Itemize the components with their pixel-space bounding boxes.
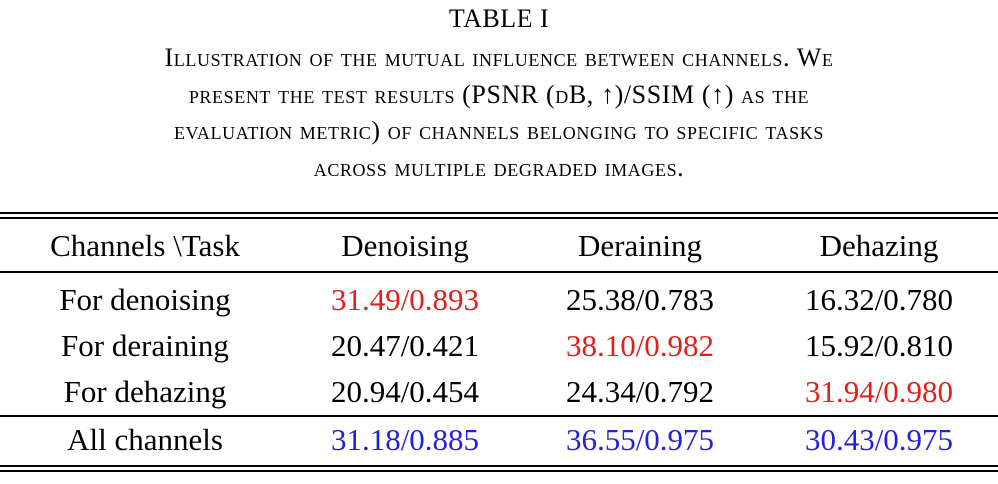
top-rule-inner xyxy=(0,217,998,219)
summary-row: All channels 31.18/0.885 36.55/0.975 30.… xyxy=(0,415,998,465)
table-cell: 20.47/0.421 xyxy=(330,328,480,363)
table-caption: Illustration of the mutual influence bet… xyxy=(20,40,978,186)
table-row: For dehazing 20.94/0.454 24.34/0.792 31.… xyxy=(0,369,998,416)
table-cell: 38.10/0.982 xyxy=(565,328,715,363)
table-cell: 31.49/0.893 xyxy=(330,282,480,317)
header-deraining: Deraining xyxy=(520,219,760,273)
results-table: Channels \Task Denoising Deraining Dehaz… xyxy=(0,219,998,465)
table-cell: 31.18/0.885 xyxy=(290,415,520,465)
table-row: For denoising 31.49/0.893 25.38/0.783 16… xyxy=(0,272,998,323)
table-cell: 24.34/0.792 xyxy=(565,374,715,409)
table-cell: 30.43/0.975 xyxy=(760,415,998,465)
table-cell: 31.94/0.980 xyxy=(804,374,954,409)
caption-line-1: Illustration of the mutual influence bet… xyxy=(164,43,834,72)
top-rule-outer xyxy=(0,212,998,214)
caption-line-4: across multiple degraded images. xyxy=(313,152,685,182)
bottom-rule-outer xyxy=(0,470,998,472)
table-row: For deraining 20.47/0.421 38.10/0.982 15… xyxy=(0,323,998,369)
table-cell: 25.38/0.783 xyxy=(565,282,715,317)
results-table-container: Channels \Task Denoising Deraining Dehaz… xyxy=(0,212,998,472)
table-cell: 15.92/0.810 xyxy=(804,328,954,363)
bottom-rule-inner xyxy=(0,465,998,467)
table-cell: 36.55/0.975 xyxy=(520,415,760,465)
row-label: For denoising xyxy=(59,282,231,317)
row-label: For deraining xyxy=(61,328,229,363)
caption-line-2: present the test results (PSNR (dB, ↑)/S… xyxy=(188,79,810,109)
header-channels-task: Channels \Task xyxy=(0,219,290,273)
table-cell: 16.32/0.780 xyxy=(804,282,954,317)
row-label: For dehazing xyxy=(63,374,227,409)
header-row: Channels \Task Denoising Deraining Dehaz… xyxy=(0,219,998,273)
caption-line-3: evaluation metric) of channels belonging… xyxy=(174,116,824,145)
row-label: All channels xyxy=(0,415,290,465)
table-cell: 20.94/0.454 xyxy=(330,374,480,409)
header-denoising: Denoising xyxy=(290,219,520,273)
table-label: TABLE I xyxy=(448,4,550,33)
header-dehazing: Dehazing xyxy=(760,219,998,273)
